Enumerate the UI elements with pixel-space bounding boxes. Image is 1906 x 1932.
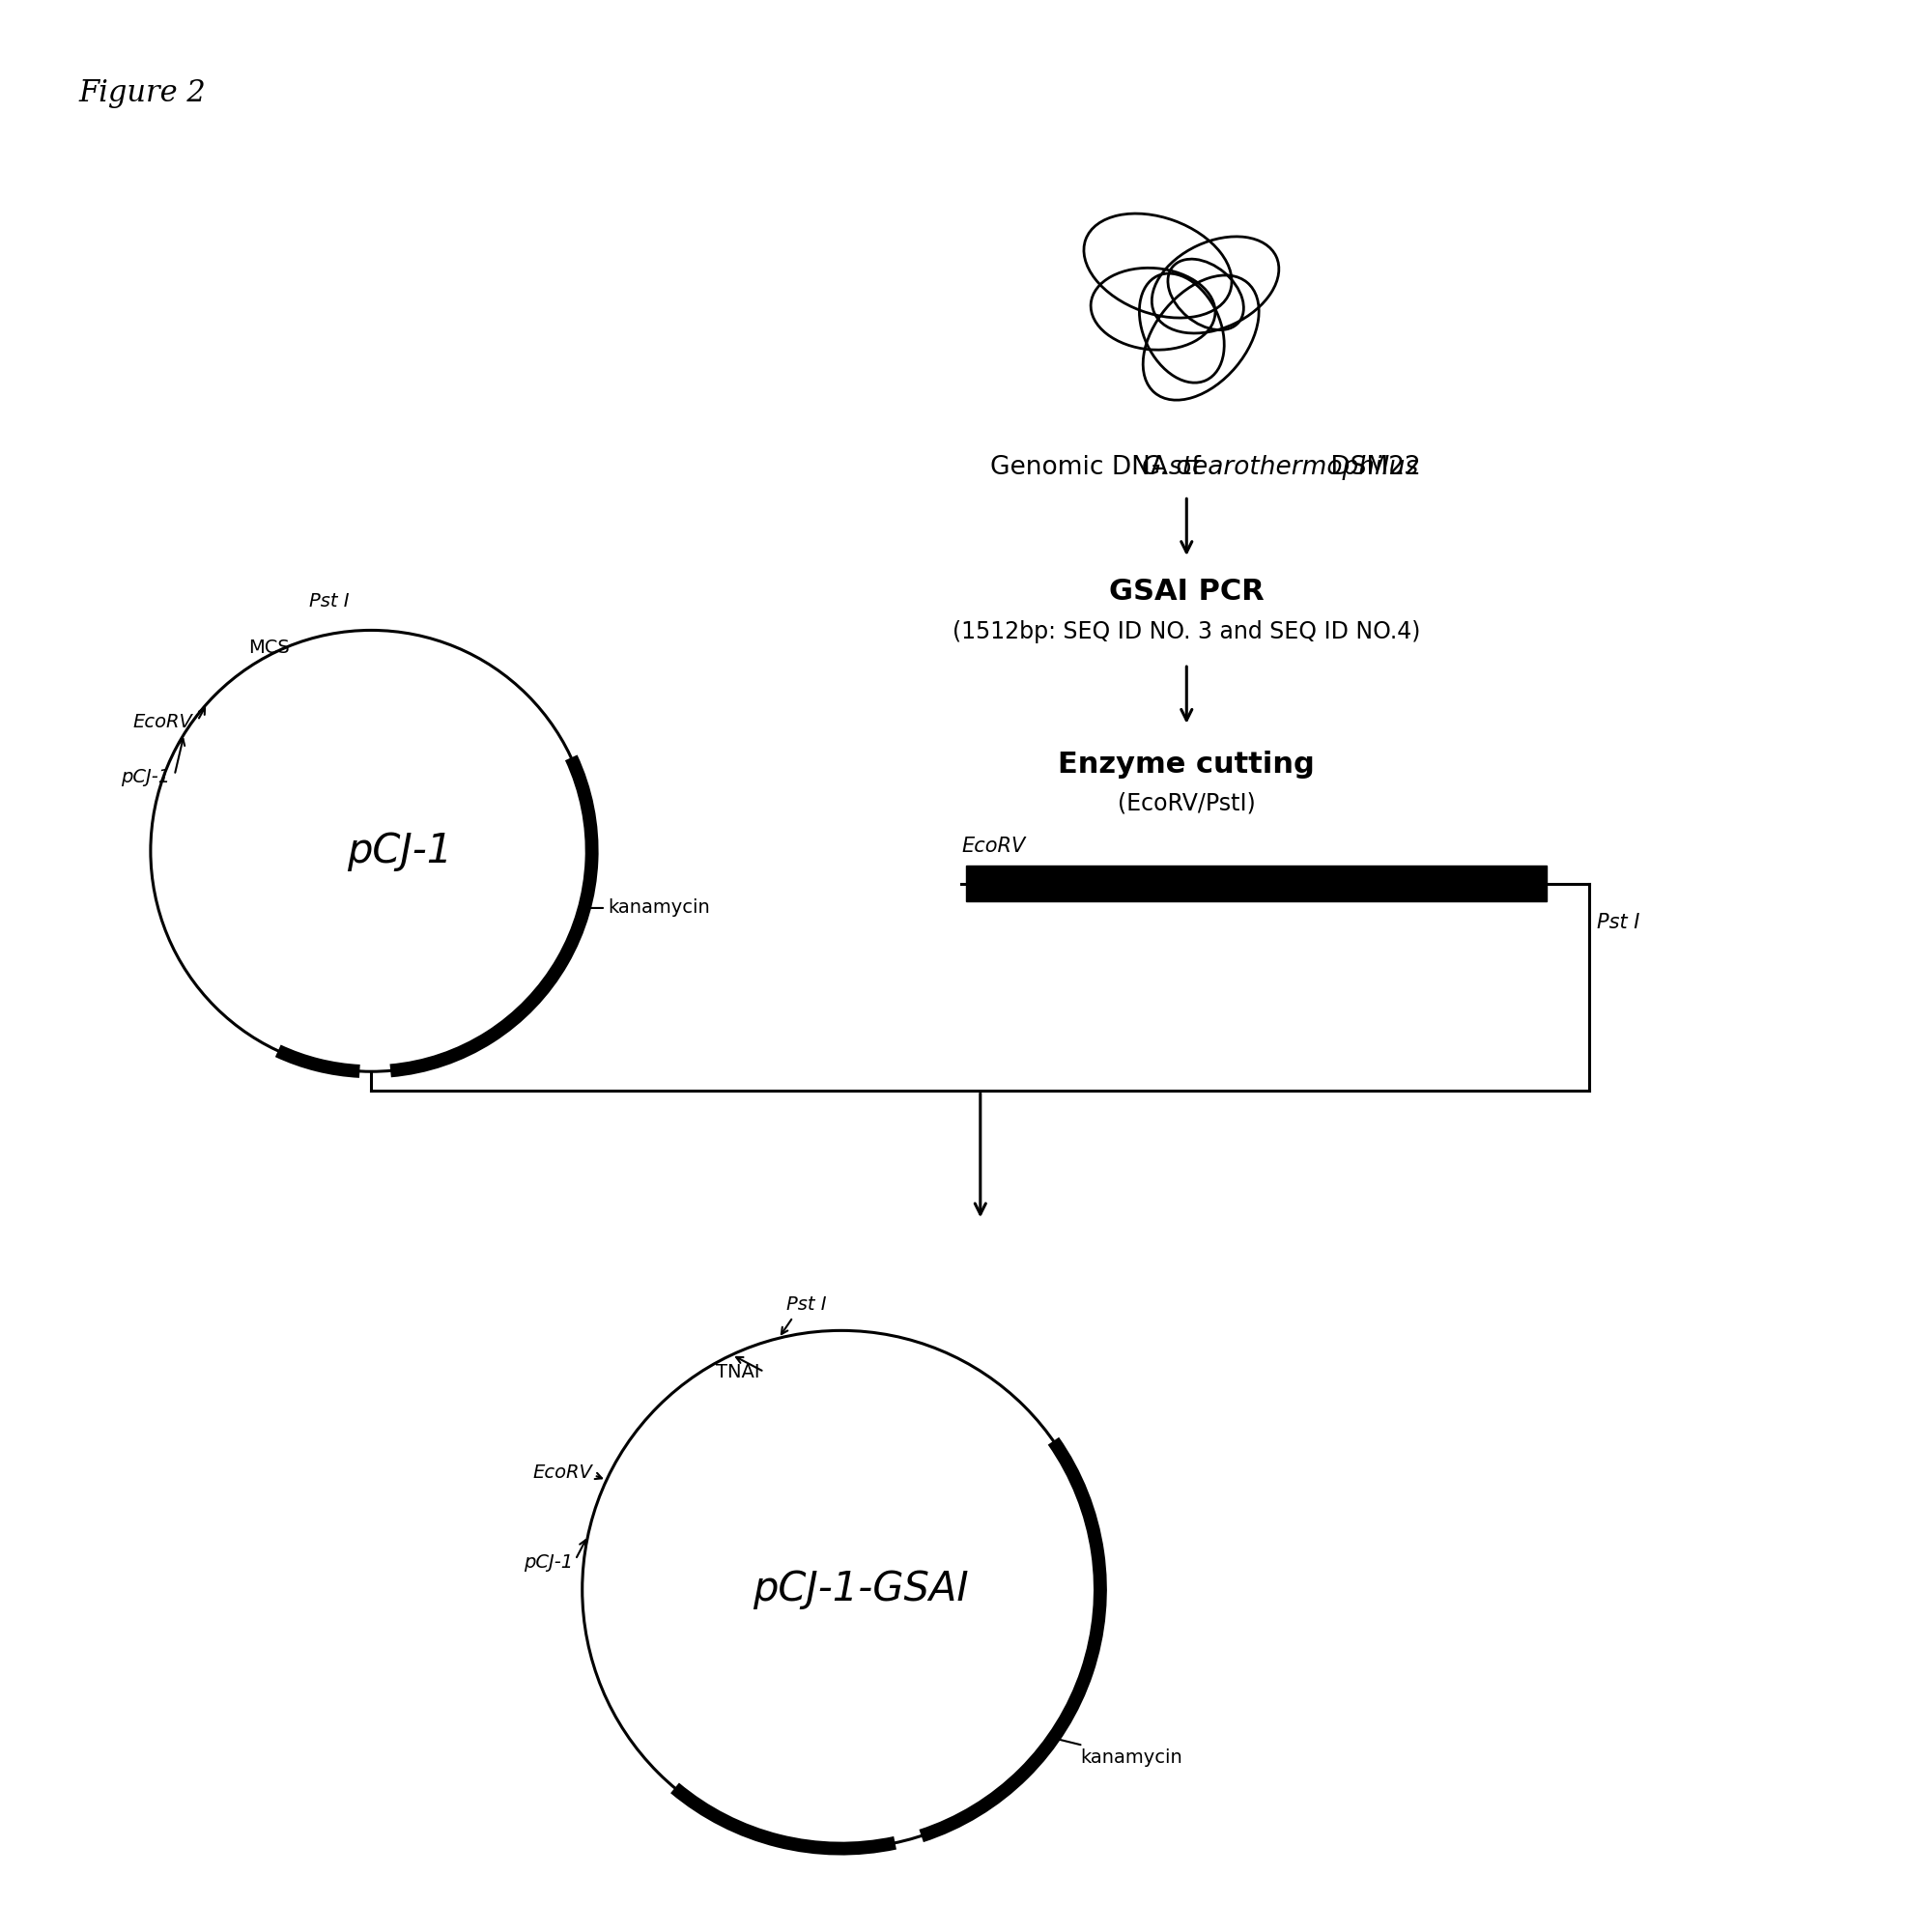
Text: pCJ-1-GSAI: pCJ-1-GSAI	[753, 1569, 968, 1609]
Text: Figure 2: Figure 2	[78, 79, 206, 108]
Text: (EcoRV/PstI): (EcoRV/PstI)	[1117, 792, 1256, 815]
Text: TNAI: TNAI	[715, 1362, 759, 1381]
Text: Genomic DNA of: Genomic DNA of	[991, 454, 1208, 479]
Bar	[966, 866, 1546, 902]
Text: EcoRV: EcoRV	[532, 1463, 593, 1482]
Text: pCJ-1: pCJ-1	[524, 1553, 574, 1573]
Text: Pst I: Pst I	[787, 1296, 827, 1314]
Text: pCJ-1: pCJ-1	[120, 767, 170, 786]
Text: (1512bp: SEQ ID NO. 3 and SEQ ID NO.4): (1512bp: SEQ ID NO. 3 and SEQ ID NO.4)	[953, 620, 1420, 643]
Text: Pst I: Pst I	[309, 593, 349, 611]
Text: DSM22: DSM22	[1323, 454, 1420, 479]
Text: MCS: MCS	[250, 638, 290, 657]
Text: pCJ-1: pCJ-1	[347, 831, 454, 871]
Text: EcoRV: EcoRV	[133, 713, 193, 732]
Text: Pst I: Pst I	[1597, 914, 1639, 933]
Text: Enzyme cutting: Enzyme cutting	[1058, 750, 1315, 779]
Text: kanamycin: kanamycin	[587, 898, 711, 918]
Text: EcoRV: EcoRV	[961, 837, 1025, 856]
Text: kanamycin: kanamycin	[1056, 1739, 1182, 1766]
Text: G.stearothermophilus: G.stearothermophilus	[1142, 454, 1418, 479]
Text: GSAI PCR: GSAI PCR	[1109, 578, 1264, 607]
